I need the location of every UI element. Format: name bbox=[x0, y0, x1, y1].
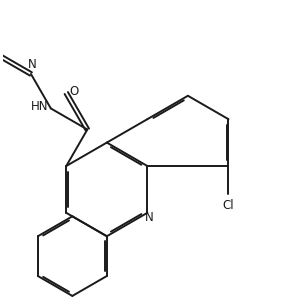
Text: Cl: Cl bbox=[223, 199, 234, 212]
Text: N: N bbox=[28, 58, 37, 70]
Text: HN: HN bbox=[31, 100, 48, 113]
Text: N: N bbox=[144, 211, 153, 224]
Text: O: O bbox=[70, 85, 79, 98]
